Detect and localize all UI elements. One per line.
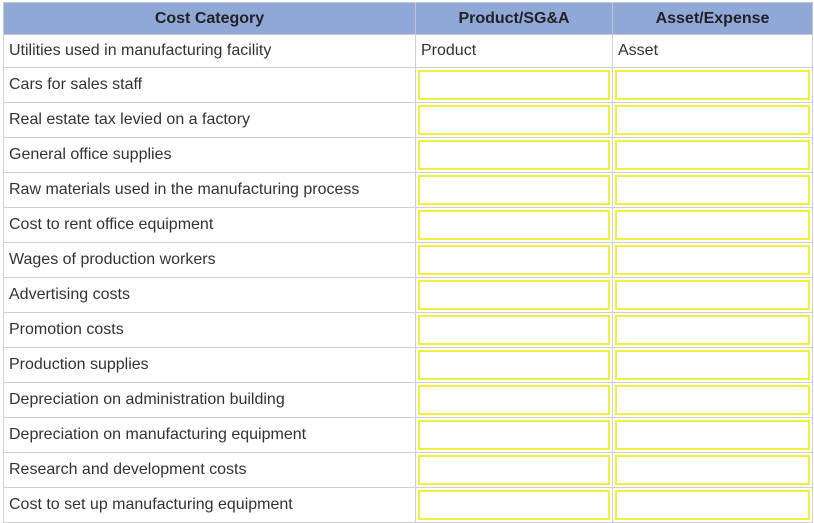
table-row: General office supplies — [3, 137, 813, 173]
product-sga-input[interactable] — [418, 315, 610, 345]
table-row: Utilities used in manufacturing facility… — [3, 34, 813, 68]
header-row: Cost Category Product/SG&A Asset/Expense — [3, 2, 813, 35]
asset-expense-cell — [612, 417, 813, 453]
product-sga-input[interactable] — [418, 455, 610, 485]
asset-expense-input[interactable] — [615, 490, 810, 520]
cost-category-cell: Raw materials used in the manufacturing … — [3, 172, 416, 208]
asset-expense-input[interactable] — [615, 245, 810, 275]
table-row: Depreciation on administration building — [3, 382, 813, 418]
product-sga-input[interactable] — [418, 245, 610, 275]
asset-expense-cell — [612, 277, 813, 313]
cost-category-cell: Advertising costs — [3, 277, 416, 313]
table-row: Cost to set up manufacturing equipment — [3, 487, 813, 523]
table-row: Real estate tax levied on a factory — [3, 102, 813, 138]
asset-expense-input[interactable] — [615, 210, 810, 240]
cost-category-cell: Depreciation on administration building — [3, 382, 416, 418]
header-asset-expense: Asset/Expense — [612, 2, 813, 35]
asset-expense-cell — [612, 172, 813, 208]
asset-expense-input[interactable] — [615, 280, 810, 310]
asset-expense-input[interactable] — [615, 175, 810, 205]
cost-category-cell: Depreciation on manufacturing equipment — [3, 417, 416, 453]
cost-classification-table: Cost Category Product/SG&A Asset/Expense… — [3, 2, 813, 523]
product-sga-input[interactable] — [418, 105, 610, 135]
product-sga-input[interactable] — [418, 280, 610, 310]
asset-expense-value: Asset — [612, 34, 813, 68]
cost-category-cell: Cars for sales staff — [3, 67, 416, 103]
product-sga-cell — [415, 312, 613, 348]
product-sga-input[interactable] — [418, 420, 610, 450]
product-sga-cell — [415, 67, 613, 103]
asset-expense-input[interactable] — [615, 350, 810, 380]
asset-expense-cell — [612, 67, 813, 103]
cost-category-cell: Cost to set up manufacturing equipment — [3, 487, 416, 523]
product-sga-cell — [415, 172, 613, 208]
product-sga-cell — [415, 102, 613, 138]
cost-category-cell: Production supplies — [3, 347, 416, 383]
header-cost-category: Cost Category — [3, 2, 416, 35]
asset-expense-cell — [612, 452, 813, 488]
table-row: Raw materials used in the manufacturing … — [3, 172, 813, 208]
product-sga-input[interactable] — [418, 140, 610, 170]
asset-expense-cell — [612, 102, 813, 138]
product-sga-cell — [415, 242, 613, 278]
table-row: Research and development costs — [3, 452, 813, 488]
product-sga-cell — [415, 277, 613, 313]
cost-category-cell: General office supplies — [3, 137, 416, 173]
product-sga-cell — [415, 452, 613, 488]
asset-expense-input[interactable] — [615, 105, 810, 135]
cost-category-cell: Utilities used in manufacturing facility — [3, 34, 416, 68]
product-sga-input[interactable] — [418, 175, 610, 205]
product-sga-input[interactable] — [418, 490, 610, 520]
asset-expense-input[interactable] — [615, 70, 810, 100]
table-row: Wages of production workers — [3, 242, 813, 278]
product-sga-cell — [415, 207, 613, 243]
asset-expense-cell — [612, 137, 813, 173]
asset-expense-cell — [612, 312, 813, 348]
product-sga-cell — [415, 417, 613, 453]
table-row: Depreciation on manufacturing equipment — [3, 417, 813, 453]
asset-expense-input[interactable] — [615, 385, 810, 415]
asset-expense-input[interactable] — [615, 455, 810, 485]
asset-expense-cell — [612, 382, 813, 418]
product-sga-cell — [415, 382, 613, 418]
table-row: Production supplies — [3, 347, 813, 383]
cost-category-cell: Research and development costs — [3, 452, 416, 488]
asset-expense-cell — [612, 347, 813, 383]
cost-category-cell: Cost to rent office equipment — [3, 207, 416, 243]
cost-category-cell: Promotion costs — [3, 312, 416, 348]
table-row: Promotion costs — [3, 312, 813, 348]
cost-category-cell: Wages of production workers — [3, 242, 416, 278]
product-sga-cell — [415, 347, 613, 383]
asset-expense-input[interactable] — [615, 140, 810, 170]
asset-expense-cell — [612, 207, 813, 243]
asset-expense-input[interactable] — [615, 420, 810, 450]
asset-expense-cell — [612, 242, 813, 278]
product-sga-input[interactable] — [418, 210, 610, 240]
product-sga-input[interactable] — [418, 350, 610, 380]
table-row: Cars for sales staff — [3, 67, 813, 103]
header-product-sga: Product/SG&A — [415, 2, 613, 35]
product-sga-input[interactable] — [418, 385, 610, 415]
product-sga-input[interactable] — [418, 70, 610, 100]
cost-category-cell: Real estate tax levied on a factory — [3, 102, 416, 138]
table-row: Advertising costs — [3, 277, 813, 313]
product-sga-value: Product — [415, 34, 613, 68]
product-sga-cell — [415, 137, 613, 173]
product-sga-cell — [415, 487, 613, 523]
asset-expense-input[interactable] — [615, 315, 810, 345]
table-row: Cost to rent office equipment — [3, 207, 813, 243]
asset-expense-cell — [612, 487, 813, 523]
